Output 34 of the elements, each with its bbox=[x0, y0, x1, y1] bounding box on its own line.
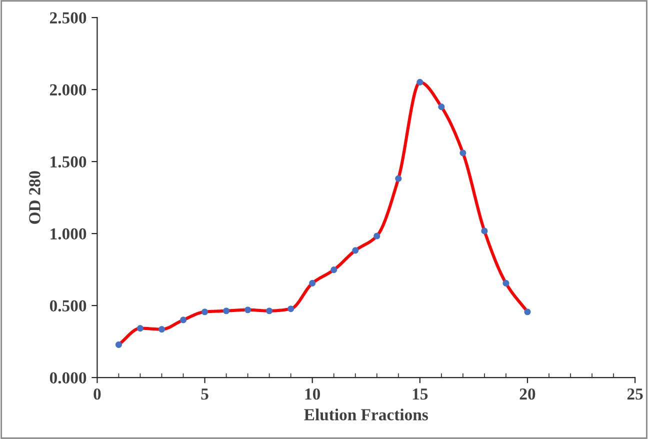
point bbox=[374, 232, 380, 240]
point bbox=[266, 308, 273, 314]
y-tick-label: 2.000 bbox=[50, 84, 86, 96]
point bbox=[222, 308, 230, 314]
point bbox=[201, 308, 208, 316]
x-tick-label: 10 bbox=[305, 388, 320, 400]
point bbox=[524, 308, 531, 316]
point bbox=[481, 228, 488, 234]
point bbox=[158, 326, 166, 333]
x-tick-label: 20 bbox=[520, 388, 536, 400]
y-axis-title: OD 280 bbox=[29, 171, 40, 224]
x-tick-label: 15 bbox=[412, 388, 428, 400]
x-axis-title: Elution Fractions bbox=[304, 408, 428, 420]
point bbox=[244, 306, 252, 314]
y-tick-label: 0.500 bbox=[50, 300, 86, 312]
x-tick-label: 0 bbox=[94, 388, 101, 400]
point bbox=[309, 280, 316, 287]
point bbox=[288, 306, 294, 312]
point bbox=[395, 175, 402, 182]
y-tick-label: 1.500 bbox=[50, 156, 86, 168]
y-tick-label: 2.500 bbox=[50, 12, 86, 24]
point bbox=[180, 316, 187, 324]
x-tick-label: 25 bbox=[627, 388, 643, 400]
point bbox=[502, 280, 510, 287]
point bbox=[136, 325, 144, 332]
y-tick-label: 0.000 bbox=[50, 372, 86, 384]
point bbox=[438, 104, 445, 110]
point bbox=[352, 247, 359, 254]
point bbox=[460, 150, 466, 156]
y-tick-label: 1.000 bbox=[50, 228, 86, 240]
point bbox=[115, 341, 122, 348]
x-tick-label: 5 bbox=[201, 388, 208, 400]
point bbox=[416, 78, 424, 86]
point bbox=[330, 266, 338, 274]
